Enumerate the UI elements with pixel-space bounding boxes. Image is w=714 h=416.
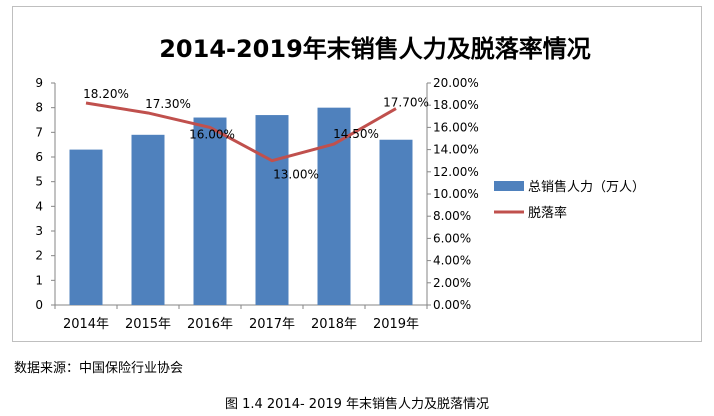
figure-caption: 图 1.4 2014- 2019 年末销售人力及脱落情况 bbox=[224, 397, 490, 412]
y-right-tick-label: 4.00% bbox=[433, 254, 471, 268]
y-right-tick-label: 10.00% bbox=[433, 187, 479, 201]
data-label: 16.00% bbox=[189, 127, 235, 141]
x-tick-label: 2017年 bbox=[249, 317, 295, 332]
x-tick-label: 2019年 bbox=[373, 317, 419, 332]
y-left-tick-label: 7 bbox=[35, 125, 43, 139]
source-note: 数据来源：中国保险行业协会 bbox=[14, 361, 184, 376]
y-left-tick-label: 0 bbox=[35, 298, 43, 312]
y-left-tick-label: 3 bbox=[35, 224, 43, 238]
bar bbox=[379, 139, 413, 305]
y-left-tick-label: 5 bbox=[35, 175, 43, 189]
bar bbox=[255, 115, 289, 305]
bar bbox=[193, 117, 227, 306]
data-label: 17.30% bbox=[145, 97, 191, 111]
y-right-tick-label: 16.00% bbox=[433, 120, 479, 134]
y-right-tick-label: 8.00% bbox=[433, 209, 471, 223]
y-left-tick-label: 6 bbox=[35, 150, 43, 164]
chart-title: 2014-2019年末销售人力及脱落率情况 bbox=[159, 35, 591, 63]
data-label: 14.50% bbox=[333, 127, 379, 141]
axes: 0 1 2 3 4 5 6 7 8 9 0.00% 2.00% 4.00% 6.00% 8.00% 10.00… bbox=[35, 76, 478, 332]
legend-label: 总销售人力（万人） bbox=[528, 179, 645, 195]
x-tick-label: 2014年 bbox=[63, 317, 109, 332]
y-right-tick-label: 0.00% bbox=[433, 298, 471, 312]
x-tick-label: 2016年 bbox=[187, 317, 233, 332]
chart-canvas: 2014-2019年末销售人力及脱落率情况 0 1 2 3 4 5 6 7 8 9 0.00% 2.0… bbox=[35, 35, 645, 332]
legend-bar-swatch bbox=[494, 181, 524, 191]
y-left-tick-label: 9 bbox=[35, 76, 43, 90]
x-tick-label: 2018年 bbox=[311, 317, 357, 332]
data-labels: 18.20% 17.30% 16.00% 13.00% 14.50% 17.70% bbox=[83, 87, 429, 182]
legend: 总销售人力（万人） 脱落率 bbox=[494, 179, 645, 221]
bar-series bbox=[69, 107, 413, 306]
data-label: 13.00% bbox=[273, 168, 319, 182]
y-right-tick-label: 14.00% bbox=[433, 143, 479, 157]
legend-label: 脱落率 bbox=[528, 205, 567, 221]
bar bbox=[131, 134, 165, 305]
y-right-tick-label: 18.00% bbox=[433, 98, 479, 112]
y-right-tick-label: 6.00% bbox=[433, 231, 471, 245]
data-label: 17.70% bbox=[383, 96, 429, 110]
y-left-tick-label: 4 bbox=[35, 199, 43, 213]
x-tick-label: 2015年 bbox=[125, 317, 171, 332]
y-right-tick-label: 20.00% bbox=[433, 76, 479, 90]
data-label: 18.20% bbox=[83, 87, 129, 101]
y-right-tick-label: 2.00% bbox=[433, 276, 471, 290]
bar bbox=[69, 149, 103, 305]
bar bbox=[317, 107, 351, 306]
y-left-tick-label: 1 bbox=[35, 273, 43, 287]
dropout-rate-line bbox=[85, 101, 397, 163]
y-left-tick-label: 2 bbox=[35, 249, 43, 263]
y-left-tick-label: 8 bbox=[35, 101, 43, 115]
line-series bbox=[85, 101, 397, 163]
chart-frame: 2014-2019年末销售人力及脱落率情况 0 1 2 3 4 5 6 7 8 9 0.00% 2.0… bbox=[12, 6, 702, 342]
y-right-tick-label: 12.00% bbox=[433, 165, 479, 179]
